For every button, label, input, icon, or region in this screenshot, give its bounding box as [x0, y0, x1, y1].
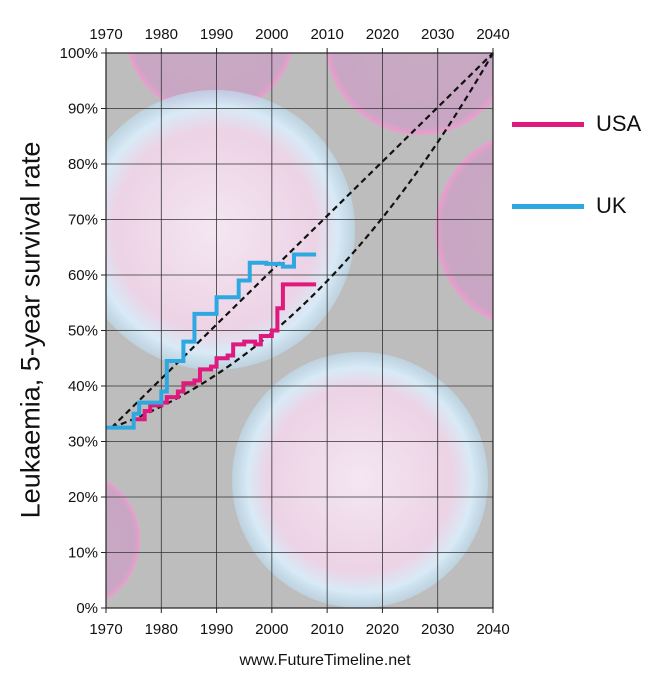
y-tick-label: 0% — [76, 600, 98, 617]
legend-swatch-uk — [512, 203, 584, 209]
y-tick-label: 100% — [60, 45, 98, 62]
legend-swatch-usa — [512, 121, 584, 127]
y-tick-label: 80% — [68, 156, 98, 173]
y-tick-label: 30% — [68, 434, 98, 451]
legend-item-uk: UK — [512, 193, 627, 219]
legend-label-uk: UK — [596, 193, 627, 218]
legend-label-usa: USA — [596, 111, 642, 136]
background-cell-image — [106, 53, 493, 608]
y-tick-label: 10% — [68, 545, 98, 562]
x-tick-label-top: 1970 — [89, 26, 122, 43]
y-tick-label: 20% — [68, 489, 98, 506]
legend-item-usa: USA — [512, 111, 641, 137]
plot-area — [105, 52, 494, 609]
x-tick-label-top: 1980 — [145, 26, 178, 43]
y-tick-label: 70% — [68, 212, 98, 229]
trend-line-2 — [111, 52, 494, 429]
x-tick-label-top: 2040 — [476, 26, 509, 43]
axis-ticks: 1970 1970 1980 1980 1990 1990 2000 2000 2010 2010… — [60, 26, 510, 638]
x-tick-label-top: 2010 — [310, 26, 343, 43]
x-tick-label: 2030 — [421, 621, 454, 638]
series-line-uk — [106, 252, 317, 430]
footer-credit: www.FutureTimeline.net — [239, 652, 411, 669]
x-tick-label: 2010 — [310, 621, 343, 638]
x-tick-label-top: 2000 — [255, 26, 288, 43]
trend-lines — [110, 52, 494, 429]
y-tick-label: 50% — [68, 323, 98, 340]
y-tick-label: 40% — [68, 378, 98, 395]
x-tick-label: 2020 — [366, 621, 399, 638]
x-tick-label: 2000 — [255, 621, 288, 638]
y-axis-label: Leukaemia, 5-year survival rate — [15, 141, 46, 519]
x-tick-label: 2040 — [476, 621, 509, 638]
x-tick-label: 1980 — [145, 621, 178, 638]
y-tick-label: 60% — [68, 267, 98, 284]
x-tick-label-top: 1990 — [200, 26, 233, 43]
x-tick-label-top: 2030 — [421, 26, 454, 43]
series-lines — [106, 252, 317, 430]
y-tick-label: 90% — [68, 101, 98, 118]
trend-line-1 — [110, 52, 494, 429]
x-tick-label: 1990 — [200, 621, 233, 638]
x-tick-label: 1970 — [89, 621, 122, 638]
x-tick-label-top: 2020 — [366, 26, 399, 43]
